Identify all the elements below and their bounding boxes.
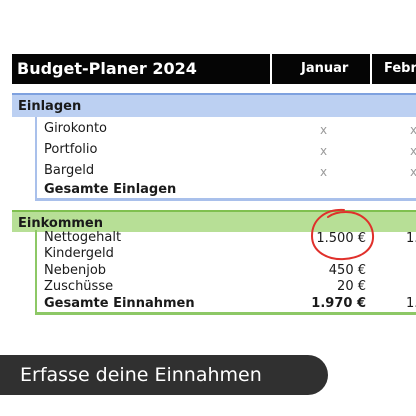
- einlagen-bracket-line: [35, 117, 37, 200]
- caption-banner: Erfasse deine Einnahmen: [0, 355, 328, 395]
- section-einkommen-label: Einkommen: [18, 216, 103, 231]
- cell-nettogehalt-januar[interactable]: 1.500 €: [316, 231, 366, 246]
- section-einlagen-header[interactable]: Einlagen: [12, 93, 416, 117]
- row-label-kindergeld: Kindergeld: [44, 246, 114, 261]
- cell-gesamte-einnahmen-januar[interactable]: 1.970 €: [311, 296, 366, 311]
- row-label-girokonto: Girokonto: [44, 121, 108, 136]
- column-header-januar[interactable]: Januar: [301, 61, 349, 76]
- cell-portfolio-januar[interactable]: x: [320, 144, 328, 158]
- cell-bargeld-januar[interactable]: x: [320, 165, 328, 179]
- cell-girokonto-januar[interactable]: x: [320, 123, 328, 137]
- column-divider: [270, 54, 272, 84]
- row-label-nettogehalt: Nettogehalt: [44, 230, 122, 245]
- column-divider: [370, 54, 372, 84]
- row-label-portfolio: Portfolio: [44, 142, 98, 157]
- einkommen-bracket-line: [35, 230, 37, 315]
- cell-nettogehalt-februar[interactable]: 1.: [406, 231, 416, 246]
- highlight-circle-icon: [310, 208, 375, 261]
- cell-girokonto-februar[interactable]: x: [410, 123, 416, 137]
- cell-gesamte-einnahmen-februar[interactable]: 1.: [406, 296, 416, 311]
- cell-bargeld-februar[interactable]: x: [410, 165, 416, 179]
- einlagen-bottom-line: [35, 198, 416, 201]
- row-label-gesamte-einlagen: Gesamte Einlagen: [44, 182, 177, 197]
- section-einkommen-header[interactable]: Einkommen: [12, 210, 416, 232]
- cell-zuschuesse-januar[interactable]: 20 €: [337, 279, 366, 294]
- planner-header-bar: Budget-Planer 2024 Januar Febr: [12, 54, 416, 84]
- einkommen-bottom-line: [35, 312, 416, 315]
- cell-portfolio-februar[interactable]: x: [410, 144, 416, 158]
- row-label-zuschuesse: Zuschüsse: [44, 279, 114, 294]
- cell-nebenjob-januar[interactable]: 450 €: [328, 263, 366, 278]
- section-einlagen-label: Einlagen: [18, 99, 82, 114]
- caption-banner-text: Erfasse deine Einnahmen: [20, 364, 262, 386]
- row-label-gesamte-einnahmen: Gesamte Einnahmen: [44, 296, 195, 311]
- planner-title: Budget-Planer 2024: [17, 59, 197, 78]
- row-label-nebenjob: Nebenjob: [44, 263, 107, 278]
- row-label-bargeld: Bargeld: [44, 163, 95, 178]
- column-header-februar[interactable]: Febr: [384, 61, 416, 76]
